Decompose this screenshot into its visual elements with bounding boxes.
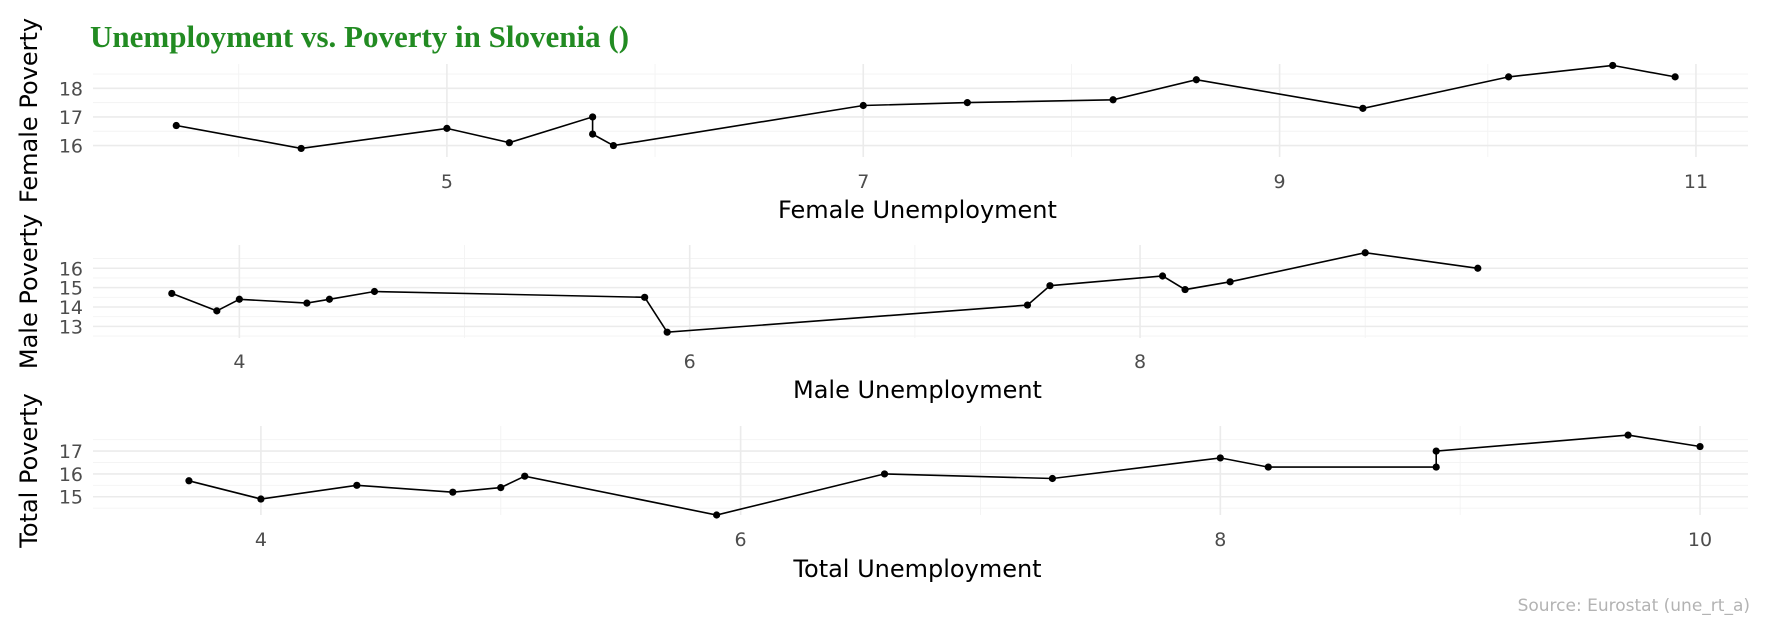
data-point <box>1109 96 1117 104</box>
data-point <box>859 101 867 110</box>
chart-title: Unemployment vs. Poverty in Slovenia () <box>90 19 629 54</box>
data-point <box>963 99 971 107</box>
data-point <box>172 121 180 130</box>
data-point <box>1216 454 1224 462</box>
data-point <box>353 481 361 489</box>
x-tick-label: 8 <box>1214 529 1226 551</box>
x-axis-title: Male Unemployment <box>793 376 1042 404</box>
y-axis-title: Total Poverty <box>15 393 43 548</box>
y-tick-label: 13 <box>59 316 83 338</box>
data-point <box>589 113 597 121</box>
data-point <box>1192 76 1200 84</box>
data-point <box>641 293 649 301</box>
data-point <box>1609 61 1617 70</box>
data-point <box>1359 104 1367 112</box>
y-tick-label: 16 <box>59 258 83 280</box>
y-tick-label: 16 <box>59 136 83 158</box>
data-point <box>497 484 505 492</box>
data-point <box>1432 447 1440 455</box>
data-point <box>609 141 618 150</box>
x-tick-label: 11 <box>1684 171 1708 193</box>
y-axis-title: Female Poverty <box>15 18 43 203</box>
y-tick-label: 14 <box>59 297 83 319</box>
y-axis-title: Male Poverty <box>15 214 43 369</box>
y-tick-label: 16 <box>59 464 83 486</box>
x-axis-title: Female Unemployment <box>778 196 1057 224</box>
x-tick-label: 4 <box>233 351 245 373</box>
y-tick-label: 17 <box>59 107 83 129</box>
data-point <box>1046 282 1054 290</box>
data-point <box>257 495 265 503</box>
series-line <box>171 251 1478 334</box>
y-tick-label: 18 <box>59 78 83 100</box>
data-point <box>1181 285 1189 294</box>
data-point <box>1023 301 1032 309</box>
chart-caption: Source: Eurostat (une_rt_a) <box>1518 596 1750 616</box>
data-point <box>880 470 889 478</box>
x-tick-label: 8 <box>1134 351 1146 373</box>
y-tick-label: 15 <box>59 487 83 509</box>
data-point <box>1696 442 1704 451</box>
data-point <box>370 287 379 296</box>
data-point <box>1226 278 1234 286</box>
x-tick-label: 10 <box>1688 529 1712 551</box>
data-point <box>213 307 221 315</box>
series-line <box>176 64 1676 150</box>
x-tick-label: 6 <box>735 529 747 551</box>
y-tick-label: 17 <box>59 441 83 463</box>
data-point <box>713 511 721 519</box>
data-point <box>1361 249 1369 257</box>
data-point <box>185 477 193 485</box>
x-axis-title: Total Unemployment <box>792 555 1041 583</box>
data-point <box>1671 73 1679 81</box>
data-point <box>589 130 597 138</box>
data-point <box>505 139 513 147</box>
data-point <box>1432 463 1440 471</box>
data-point <box>1504 73 1513 81</box>
data-point <box>443 124 451 132</box>
x-tick-label: 4 <box>255 529 267 551</box>
data-point <box>449 488 457 496</box>
data-point <box>325 295 334 303</box>
data-point <box>235 295 243 303</box>
data-point <box>663 328 671 336</box>
x-tick-label: 5 <box>441 171 453 193</box>
data-point <box>1474 264 1482 272</box>
data-point <box>1264 463 1272 471</box>
x-tick-label: 9 <box>1274 171 1286 193</box>
y-tick-label: 15 <box>59 278 83 300</box>
data-point <box>303 299 311 307</box>
data-point <box>521 472 529 480</box>
x-tick-label: 7 <box>857 171 869 193</box>
x-tick-label: 6 <box>684 351 696 373</box>
data-point <box>168 289 176 298</box>
panel-1: 5 7 9 11 16 17 18 Female Unemployment Female Pov… <box>15 18 1748 224</box>
data-point <box>1048 474 1057 483</box>
data-point <box>1158 272 1167 280</box>
data-point <box>1624 431 1632 439</box>
data-point <box>297 144 305 153</box>
series-line <box>188 434 1701 516</box>
